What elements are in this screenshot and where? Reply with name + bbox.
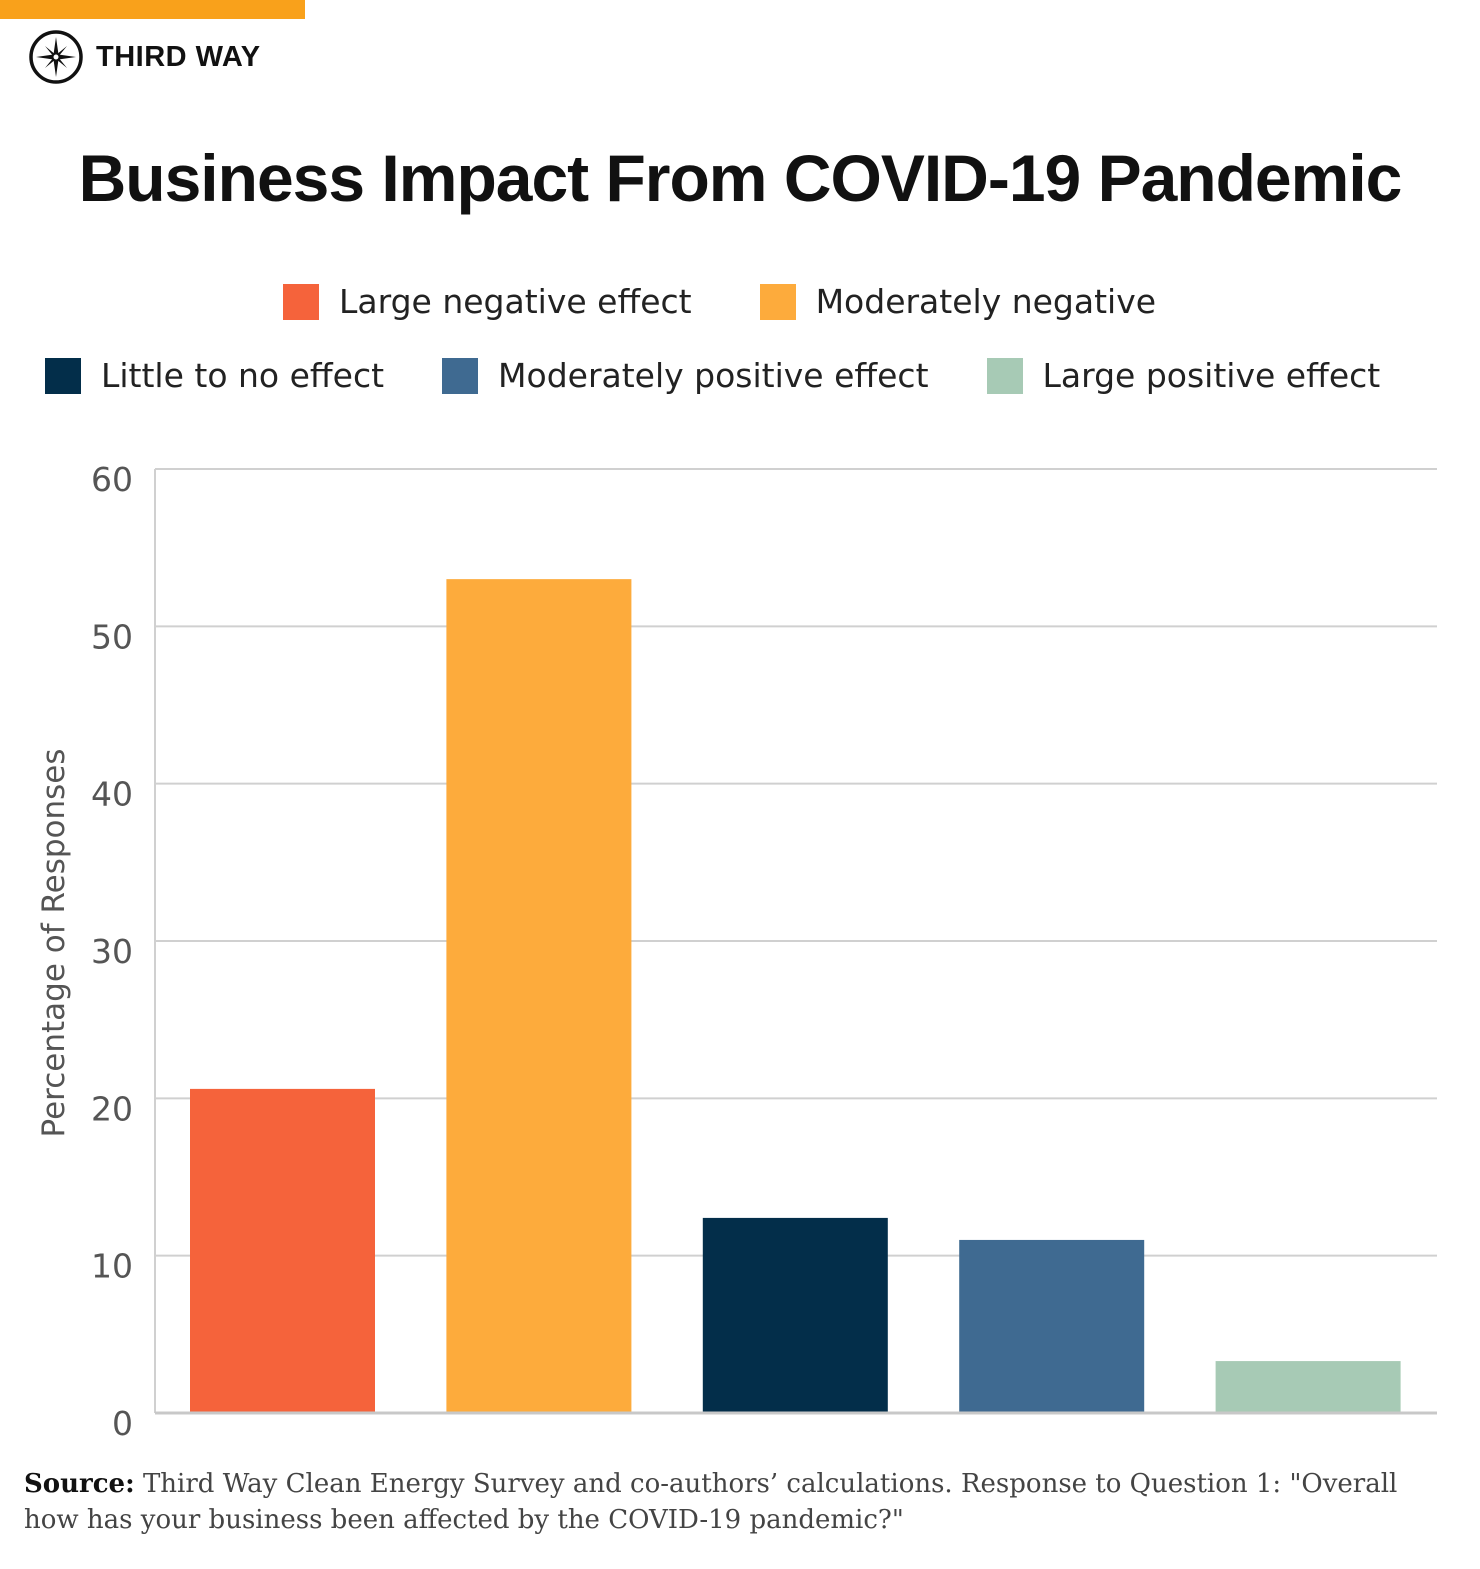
- y-axis-label: Percentage of Responses: [36, 748, 72, 1137]
- legend-label: Little to no effect: [101, 356, 385, 395]
- legend-item: Large negative effect: [283, 282, 692, 321]
- legend-swatch: [759, 283, 796, 320]
- legend-label: Large negative effect: [339, 282, 692, 321]
- source-note: Source: Third Way Clean Energy Survey an…: [24, 1466, 1444, 1538]
- legend-label: Moderately positive effect: [498, 356, 929, 395]
- legend-label: Moderately negative: [815, 282, 1157, 321]
- legend-item: Moderately positive effect: [442, 356, 929, 395]
- bar-large-negative-effect: [190, 1088, 375, 1413]
- brand-name: THIRD WAY: [96, 40, 261, 73]
- y-tick-label: 50: [91, 617, 133, 656]
- chart-title: Business Impact From COVID-19 Pandemic: [78, 141, 1403, 215]
- legend-item: Moderately negative: [759, 282, 1157, 321]
- bar-chart: Percentage of Responses 0 10 20 30 40 50 60: [36, 460, 1437, 1443]
- y-tick-label: 10: [91, 1247, 133, 1286]
- legend-row-2: Little to no effect Moderately positive …: [45, 356, 1380, 395]
- legend-item: Large positive effect: [986, 356, 1381, 395]
- legend-swatch: [283, 283, 319, 320]
- bar-large-positive-effect: [1215, 1361, 1401, 1413]
- legend-swatch: [442, 357, 479, 394]
- bar-little-to-no-effect: [702, 1217, 888, 1413]
- bar-moderately-negative: [446, 579, 632, 1413]
- y-tick-label: 20: [91, 1089, 133, 1128]
- compass-icon: [29, 30, 83, 84]
- bar-moderately-positive-effect: [959, 1239, 1145, 1413]
- logo: THIRD WAY: [28, 29, 261, 85]
- legend-swatch: [986, 357, 1023, 394]
- legend-item: Little to no effect: [45, 356, 384, 395]
- legend-row-1: Large negative effect Moderately negativ…: [283, 282, 1156, 321]
- y-tick-label: 60: [91, 460, 133, 499]
- y-tick-label: 0: [112, 1404, 133, 1443]
- y-tick-label: 30: [91, 932, 133, 971]
- source-text: Third Way Clean Energy Survey and co-aut…: [24, 1469, 1398, 1535]
- legend-swatch: [45, 357, 81, 394]
- accent-bar: [0, 0, 305, 19]
- legend-label: Large positive effect: [1042, 356, 1381, 395]
- source-label: Source:: [24, 1469, 135, 1499]
- y-tick-label: 40: [91, 775, 133, 814]
